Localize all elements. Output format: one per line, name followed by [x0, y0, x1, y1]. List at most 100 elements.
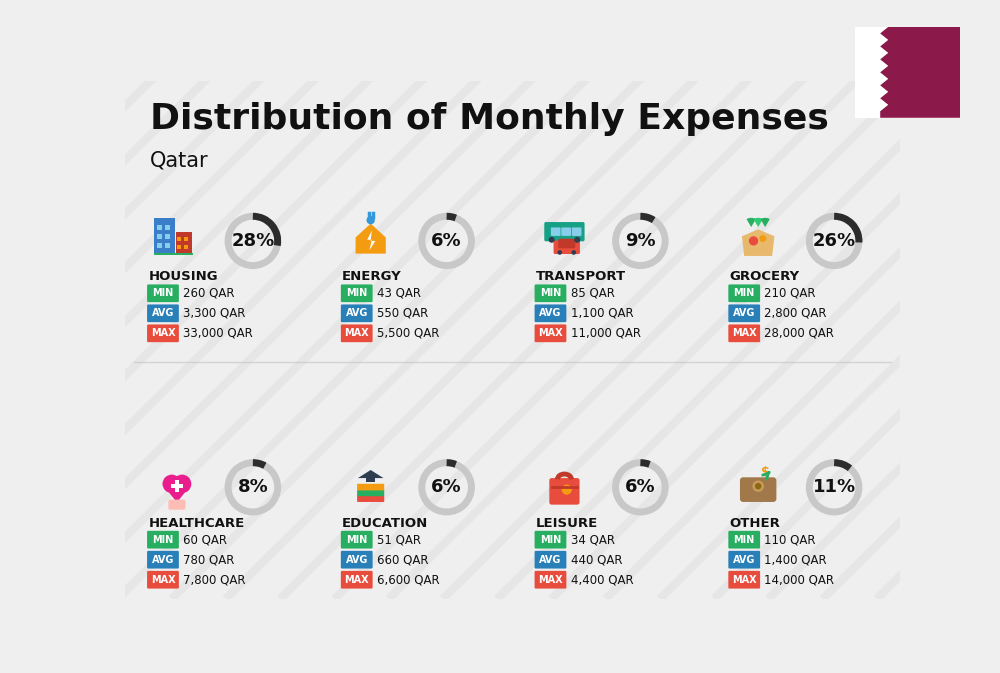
Text: 11%: 11% [813, 479, 856, 496]
Text: 11,000 QAR: 11,000 QAR [571, 327, 641, 340]
Wedge shape [754, 218, 763, 227]
FancyBboxPatch shape [147, 531, 179, 548]
Text: Qatar: Qatar [150, 151, 208, 171]
Text: TRANSPORT: TRANSPORT [536, 270, 626, 283]
FancyBboxPatch shape [177, 245, 181, 249]
Text: 110 QAR: 110 QAR [764, 533, 816, 546]
FancyBboxPatch shape [168, 499, 185, 509]
Text: AVG: AVG [346, 555, 368, 565]
FancyBboxPatch shape [165, 243, 170, 248]
Text: MAX: MAX [344, 575, 369, 585]
Text: MAX: MAX [732, 328, 757, 339]
Wedge shape [747, 218, 756, 227]
Text: 260 QAR: 260 QAR [183, 287, 235, 299]
FancyBboxPatch shape [535, 551, 566, 569]
FancyBboxPatch shape [176, 232, 192, 255]
Text: AVG: AVG [733, 308, 755, 318]
FancyBboxPatch shape [341, 304, 373, 322]
FancyBboxPatch shape [341, 531, 373, 548]
FancyBboxPatch shape [535, 571, 566, 589]
Text: 28,000 QAR: 28,000 QAR [764, 327, 834, 340]
FancyBboxPatch shape [341, 324, 373, 342]
Polygon shape [356, 223, 386, 254]
Polygon shape [367, 231, 375, 250]
FancyBboxPatch shape [853, 24, 962, 121]
FancyBboxPatch shape [157, 243, 162, 248]
Circle shape [749, 236, 758, 246]
FancyBboxPatch shape [357, 484, 384, 491]
Text: 7,800 QAR: 7,800 QAR [183, 573, 246, 586]
Text: AVG: AVG [152, 555, 174, 565]
Text: MIN: MIN [734, 534, 755, 544]
Text: 660 QAR: 660 QAR [377, 553, 428, 566]
Text: MIN: MIN [346, 288, 367, 298]
Circle shape [173, 474, 191, 493]
Text: AVG: AVG [539, 308, 562, 318]
Text: EDUCATION: EDUCATION [342, 517, 428, 530]
FancyBboxPatch shape [558, 239, 575, 248]
FancyBboxPatch shape [535, 285, 566, 302]
FancyBboxPatch shape [341, 551, 373, 569]
Text: 6%: 6% [431, 479, 462, 496]
FancyBboxPatch shape [728, 571, 760, 589]
Text: 5,500 QAR: 5,500 QAR [377, 327, 439, 340]
Text: MIN: MIN [152, 288, 174, 298]
Text: 780 QAR: 780 QAR [183, 553, 234, 566]
Text: MAX: MAX [538, 328, 563, 339]
FancyBboxPatch shape [357, 489, 384, 496]
FancyBboxPatch shape [535, 304, 566, 322]
FancyBboxPatch shape [544, 222, 585, 242]
Text: 14,000 QAR: 14,000 QAR [764, 573, 834, 586]
FancyBboxPatch shape [184, 245, 188, 249]
Text: MIN: MIN [152, 534, 174, 544]
Text: GROCERY: GROCERY [730, 270, 800, 283]
FancyBboxPatch shape [535, 324, 566, 342]
Polygon shape [880, 27, 960, 118]
Text: MAX: MAX [344, 328, 369, 339]
Text: MIN: MIN [540, 534, 561, 544]
Text: LEISURE: LEISURE [536, 517, 598, 530]
FancyBboxPatch shape [728, 285, 760, 302]
Text: Distribution of Monthly Expenses: Distribution of Monthly Expenses [150, 102, 829, 137]
FancyBboxPatch shape [147, 571, 179, 589]
FancyBboxPatch shape [154, 253, 193, 255]
Text: 33,000 QAR: 33,000 QAR [183, 327, 253, 340]
Text: AVG: AVG [539, 555, 562, 565]
FancyBboxPatch shape [171, 484, 183, 488]
FancyBboxPatch shape [357, 495, 384, 502]
Circle shape [549, 237, 555, 243]
Text: MAX: MAX [151, 328, 175, 339]
FancyBboxPatch shape [561, 227, 571, 236]
Wedge shape [761, 218, 770, 227]
FancyBboxPatch shape [175, 481, 179, 492]
Text: 34 QAR: 34 QAR [571, 533, 615, 546]
Text: 6%: 6% [625, 479, 656, 496]
FancyBboxPatch shape [572, 227, 581, 236]
Circle shape [557, 250, 562, 255]
Circle shape [366, 216, 375, 224]
Text: 1,100 QAR: 1,100 QAR [571, 307, 633, 320]
FancyBboxPatch shape [728, 324, 760, 342]
FancyBboxPatch shape [551, 227, 561, 236]
Text: MAX: MAX [151, 575, 175, 585]
FancyBboxPatch shape [177, 237, 181, 241]
Text: 2,800 QAR: 2,800 QAR [764, 307, 827, 320]
FancyBboxPatch shape [154, 218, 175, 255]
Circle shape [571, 250, 576, 255]
Text: $: $ [761, 466, 770, 479]
Text: 43 QAR: 43 QAR [377, 287, 421, 299]
FancyBboxPatch shape [157, 234, 162, 239]
Circle shape [759, 235, 766, 242]
Text: 26%: 26% [813, 232, 856, 250]
Text: HOUSING: HOUSING [148, 270, 218, 283]
FancyBboxPatch shape [740, 477, 776, 502]
Text: 85 QAR: 85 QAR [571, 287, 614, 299]
Text: 1,400 QAR: 1,400 QAR [764, 553, 827, 566]
FancyBboxPatch shape [549, 478, 580, 505]
Polygon shape [163, 485, 191, 502]
Circle shape [562, 485, 572, 495]
FancyBboxPatch shape [341, 285, 373, 302]
FancyBboxPatch shape [165, 234, 170, 239]
FancyBboxPatch shape [341, 571, 373, 589]
Circle shape [163, 474, 181, 493]
